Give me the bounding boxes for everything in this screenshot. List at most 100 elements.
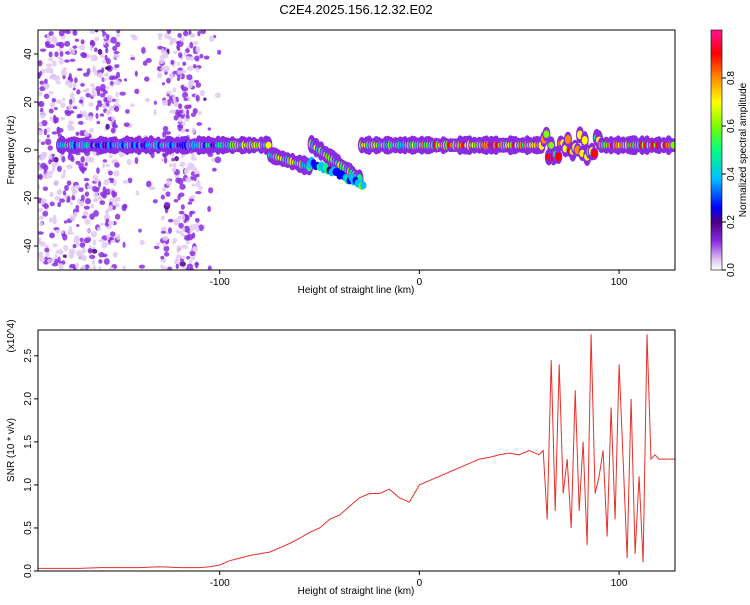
heatmap-cell <box>87 184 93 190</box>
heatmap-cell <box>59 198 65 203</box>
heatmap-cell <box>80 155 86 163</box>
heatmap-cell <box>61 156 66 163</box>
heatmap-cell <box>113 51 120 55</box>
heatmap-cell <box>55 80 62 85</box>
heatmap-cell <box>198 186 203 191</box>
heatmap-cell <box>130 54 134 58</box>
heatmap-cell <box>178 116 182 123</box>
heatmap-cell <box>197 30 201 37</box>
heatmap-cell <box>112 251 118 258</box>
y-tick-label: 40 <box>23 48 34 60</box>
heatmap-cell <box>176 61 180 66</box>
heatmap-cell <box>77 113 83 118</box>
heatmap-cell <box>181 265 188 270</box>
heatmap-cell <box>211 167 217 172</box>
heatmap-cell <box>105 109 112 114</box>
heatmap-cell <box>82 110 87 118</box>
heatmap-cell <box>38 173 43 180</box>
heatmap-cell <box>148 186 154 191</box>
heatmap-cell <box>62 168 67 175</box>
heatmap-cell <box>110 36 117 44</box>
colorbar-tick-label: 0.8 <box>726 71 737 85</box>
heatmap-cell <box>116 30 121 34</box>
heatmap-cell <box>104 72 109 77</box>
heatmap-cell <box>51 131 58 135</box>
heatmap-cell <box>176 77 181 81</box>
heatmap-cell <box>99 222 104 226</box>
heatmap-cell <box>76 89 81 95</box>
heatmap-cell <box>88 102 94 107</box>
heatmap-cell <box>72 189 78 194</box>
heatmap-cell <box>79 253 86 261</box>
heatmap-cell <box>111 75 118 80</box>
heatmap-cell <box>82 211 89 217</box>
heatmap-cell <box>103 258 110 265</box>
heatmap-cell <box>171 157 175 162</box>
heatmap-cell <box>185 55 191 61</box>
heatmap-cell <box>160 255 165 260</box>
y-tick-label: 0.0 <box>23 564 34 578</box>
heatmap-cell <box>79 237 84 243</box>
heatmap-cell <box>113 191 118 197</box>
heatmap-cell <box>55 42 63 47</box>
heatmap-cell <box>55 229 60 234</box>
heatmap-cell <box>41 68 46 75</box>
heatmap-cell <box>99 92 106 98</box>
heatmap-cell <box>163 156 168 164</box>
heatmap-cell <box>49 115 53 121</box>
heatmap-cell <box>138 228 142 233</box>
heatmap-cell <box>80 39 85 45</box>
heatmap-cell <box>190 195 196 199</box>
heatmap-cell <box>135 190 140 196</box>
heatmap-cell <box>167 266 173 270</box>
y-tick-label: 2.5 <box>23 348 34 362</box>
x-tick-label: -100 <box>210 277 230 288</box>
heatmap-cell <box>185 109 190 116</box>
heatmap-cell <box>52 243 58 248</box>
heatmap-cell <box>162 235 169 242</box>
snr-y-ticks: 0.0 0.5 1.0 1.5 2.0 2.5 <box>23 348 38 578</box>
heatmap-cell <box>187 162 194 168</box>
heatmap-cell <box>40 198 46 205</box>
heatmap-cell <box>181 121 186 126</box>
heatmap-cell <box>102 41 106 45</box>
heatmap-cell <box>72 244 77 249</box>
heatmap-cell <box>57 56 63 60</box>
heatmap-cell <box>49 170 54 175</box>
heatmap-cell <box>175 177 181 184</box>
heatmap-cell <box>163 245 170 252</box>
heatmap-cell <box>43 128 48 136</box>
heatmap-cell <box>93 191 99 198</box>
heatmap-cell <box>108 154 113 159</box>
heatmap-cell <box>186 65 194 72</box>
heatmap-cell <box>112 45 118 52</box>
heatmap-cell <box>144 97 150 103</box>
y-tick-label: 0 <box>23 147 34 153</box>
heatmap-cell <box>199 53 204 59</box>
heatmap-cell <box>134 157 139 164</box>
heatmap-cell <box>60 102 66 108</box>
heatmap-cell <box>105 47 109 54</box>
heatmap-cell <box>169 109 176 114</box>
heatmap-cell <box>183 168 188 174</box>
heatmap-cell <box>91 248 98 254</box>
heatmap-cell <box>81 264 86 270</box>
heatmap-cell <box>185 177 192 183</box>
heatmap-cell <box>79 200 85 207</box>
heatmap-cell <box>83 205 90 210</box>
heatmap-cell <box>54 196 61 201</box>
heatmap-cell <box>160 158 165 162</box>
heatmap-cell <box>95 112 99 119</box>
heatmap-cell <box>165 179 172 187</box>
heatmap-cell <box>83 237 91 244</box>
heatmap-cell <box>108 105 115 111</box>
heatmap-cell <box>85 114 89 121</box>
heatmap-cell <box>115 41 121 48</box>
heatmap-cell <box>38 90 43 97</box>
heatmap-cell <box>38 167 43 171</box>
heatmap-cell <box>111 116 116 121</box>
heatmap-cell <box>178 52 183 59</box>
heatmap-cell <box>38 237 42 241</box>
heatmap-cell <box>160 66 167 72</box>
